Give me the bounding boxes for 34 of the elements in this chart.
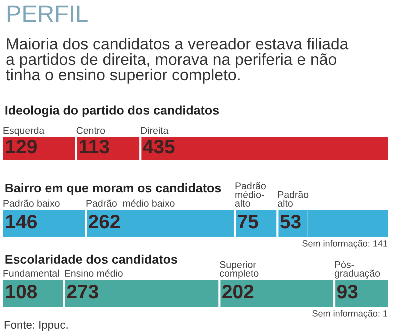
- data-label: 262: [88, 214, 120, 229]
- data-label: 146: [6, 214, 38, 229]
- text: Sem informação: 1: [312, 310, 388, 319]
- bar: [64, 280, 220, 307]
- data-label: 108: [6, 284, 38, 299]
- series-label: Fundamental: [4, 270, 60, 277]
- data-label: 93: [337, 284, 358, 299]
- bar: [3, 210, 86, 237]
- bar: [86, 210, 236, 237]
- source-note: Fonte: Ippuc.: [4, 321, 68, 332]
- series-label: Padrão médio baixo: [86, 200, 175, 207]
- series-label: Padrão alto: [278, 191, 309, 207]
- series-label: Padrão médio- alto: [235, 182, 266, 207]
- bar: [220, 280, 335, 307]
- series-label: Direita: [141, 127, 169, 134]
- data-label: 202: [222, 284, 254, 299]
- data-label: 75: [238, 215, 258, 229]
- text: Maioria dos candidatos a vereador estava filiada a partidos de direita, morava na periferia e não tinha o ensino superior completo.: [6, 38, 349, 84]
- chart-title: Escolaridade dos candidatos: [6, 254, 178, 264]
- series-label: Pós- graduação: [334, 260, 380, 279]
- data-label: 129: [6, 140, 37, 154]
- series-label: Esquerda: [4, 127, 45, 136]
- data-label: 53: [280, 214, 301, 229]
- chart-title: Bairro em que moram os candidatos: [6, 184, 222, 196]
- series-label: Ensino médio: [65, 270, 123, 277]
- series-label: Padrão baixo: [4, 200, 60, 207]
- data-label: 113: [80, 140, 110, 154]
- data-label: 273: [67, 284, 98, 299]
- text: PERFIL: [8, 6, 88, 22]
- series-label: Centro: [76, 127, 106, 134]
- data-label: 435: [143, 140, 175, 154]
- chart-title: Ideologia do partido dos candidatos: [6, 106, 220, 118]
- text: Sem informação: 141: [302, 240, 388, 249]
- series-label: Superior completo: [220, 261, 259, 279]
